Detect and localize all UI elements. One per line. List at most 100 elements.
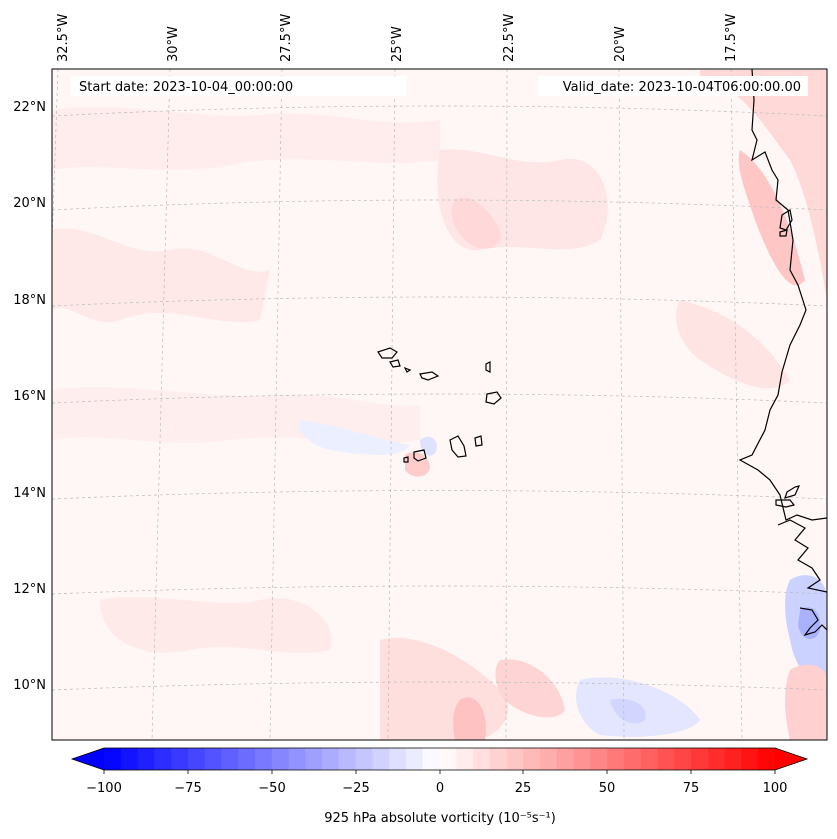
colorbar-level-swatch [221,748,239,770]
field-patch-south-west [100,597,332,653]
colorbar-level-swatch [489,748,508,770]
vorticity-field [52,70,827,740]
field-patch-coast-core [738,150,805,286]
meridian-20w [618,69,625,740]
colorbar-level-swatch [691,748,709,770]
island-brava [403,456,409,463]
latitude-labels: 22°N 20°N 18°N 16°N 14°N 12°N 10°N [13,100,46,693]
parallel-18n [52,296,827,307]
island-santo-antao [377,347,398,359]
meridian-17-5w [730,69,743,740]
lon-label-22-5w: 22.5°W [502,14,517,62]
colorbar-tick-labels: −100 −75 −50 −25 0 25 50 75 100 [86,781,787,796]
colorbar-level-swatch [473,748,491,770]
graticule [52,69,827,740]
valid-date-label: Valid_date: 2023-10-04T06:00:00.00 [563,80,801,95]
lat-label-14n: 14°N [13,486,46,501]
map-panel [52,69,827,740]
colorbar-high-extend-arrow [775,748,807,770]
colorbar-level-swatch [707,748,726,770]
parallel-10n [52,681,827,691]
lat-label-20n: 20°N [13,196,46,211]
colorbar-level-swatch [154,748,172,770]
colorbar-level-swatch [288,748,306,770]
cb-tick-label: −75 [174,781,201,796]
colorbar-level-swatch [724,748,743,770]
colorbar-low-extend-arrow [72,748,104,770]
colorbar: −100 −75 −50 −25 0 25 50 75 100 925 hPa … [70,747,809,826]
cb-tick-label: −100 [86,781,122,796]
field-patch-west [52,228,270,323]
island-sal [485,361,491,373]
island-fogo [413,449,427,462]
coastline-africa [738,69,827,521]
colorbar-levels [104,748,776,770]
cb-tick-label: −50 [258,781,285,796]
colorbar-level-swatch [372,748,390,770]
coastline-banc-islet [779,229,788,237]
colorbar-level-swatch [322,748,340,770]
cb-tick-label: 50 [599,781,616,796]
colorbar-level-swatch [305,748,323,770]
colorbar-level-swatch [104,748,122,770]
colorbar-level-swatch [657,748,675,770]
lon-label-27-5w: 27.5°W [279,14,294,62]
lat-label-16n: 16°N [13,389,46,404]
coastline-gambia [775,499,796,508]
island-sao-vicente [389,359,401,368]
colorbar-level-swatch [204,748,223,770]
coastlines [738,69,827,637]
colorbar-level-swatch [405,748,424,770]
island-sao-nicolau [419,371,440,381]
colorbar-level-swatch [120,748,139,770]
field-patch-south-core [453,697,486,740]
island-maio [474,435,483,447]
map-border [51,68,828,741]
lon-label-20w: 20°W [613,26,628,62]
field-patch-south-east [495,659,565,718]
lat-label-12n: 12°N [13,582,46,597]
colorbar-level-swatch [741,748,759,770]
cb-tick-label: 75 [683,781,700,796]
colorbar-level-swatch [506,748,524,770]
colorbar-level-swatch [355,748,374,770]
colorbar-level-swatch [187,748,206,770]
colorbar-level-swatch [254,748,273,770]
colorbar-level-swatch [640,748,659,770]
colorbar-level-swatch [590,748,608,770]
island-santiago [449,435,467,458]
colorbar-level-swatch [758,748,776,770]
cb-tick-label: 0 [436,781,444,796]
colorbar-level-swatch [338,748,357,770]
coastline-dakar-detail [784,485,801,499]
lon-label-32-5w: 32.5°W [56,14,71,62]
colorbar-tick-marks [103,770,776,774]
field-patch-north [52,107,440,170]
valid-date-box [538,76,808,96]
colorbar-level-swatch [456,748,474,770]
field-patch-blue-band [299,420,410,455]
start-date-box [71,76,407,96]
colorbar-level-swatch [607,748,625,770]
lon-label-25w: 25°W [390,26,405,62]
field-patch-red-south-east [785,664,827,740]
field-patch-coast-mid [676,300,790,389]
colorbar-level-swatch [171,748,189,770]
lon-label-17-5w: 17.5°W [724,14,739,62]
start-date-label: Start date: 2023-10-04_00:00:00 [79,80,293,95]
colorbar-level-swatch [556,748,575,770]
meridian-30w [151,69,171,740]
meridian-22-5w [505,69,508,740]
colorbar-level-swatch [439,748,457,770]
meridian-27-5w [269,69,283,740]
colorbar-level-swatch [137,748,155,770]
colorbar-level-swatch [271,748,290,770]
parallel-20n [52,199,827,211]
longitude-labels: 32.5°W 30°W 27.5°W 25°W 22.5°W 20°W 17.5… [56,14,739,62]
island-boa-vista [485,391,502,405]
cb-tick-label: 100 [763,781,788,796]
field-patch-coast-north [700,70,827,300]
colorbar-level-swatch [389,748,407,770]
colorbar-level-swatch [523,748,541,770]
